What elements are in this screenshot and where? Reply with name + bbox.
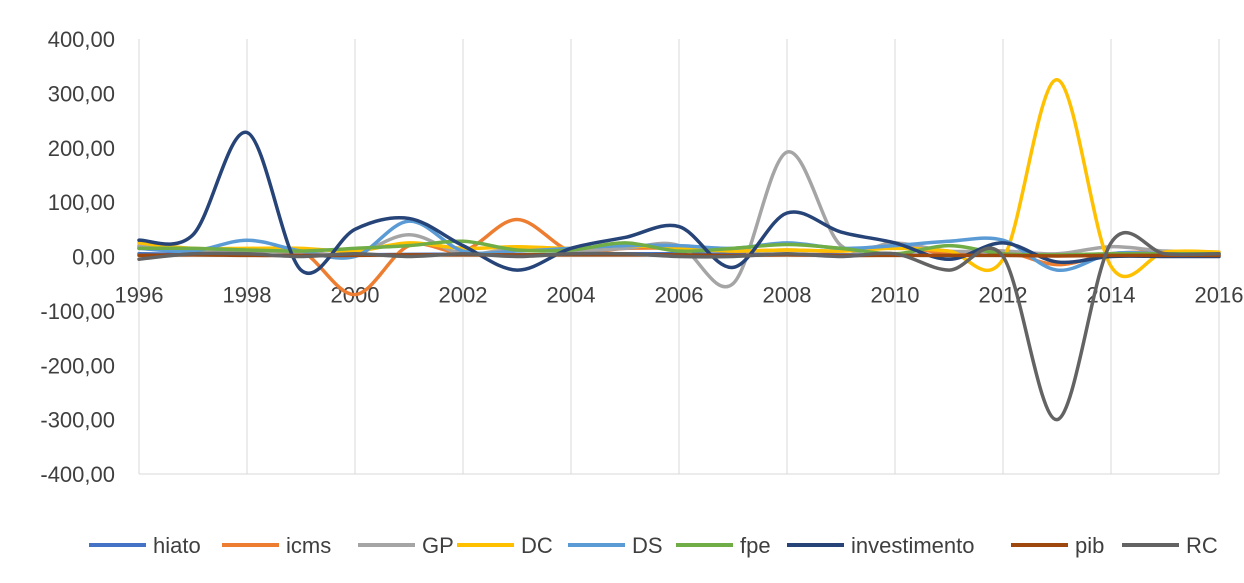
y-tick-label: 400,00 <box>48 27 115 52</box>
series-line-investimento <box>137 130 1221 275</box>
series-line-rc <box>137 230 1221 422</box>
legend-label-investimento: investimento <box>851 533 975 558</box>
series-lines <box>137 78 1221 422</box>
y-tick-label: -100,00 <box>40 299 115 324</box>
x-tick-label: 2008 <box>763 283 812 308</box>
x-tick-label: 2006 <box>655 283 704 308</box>
legend-label-pib: pib <box>1075 533 1104 558</box>
x-tick-label: 1996 <box>115 283 164 308</box>
x-tick-label: 2002 <box>439 283 488 308</box>
legend-label-dc: DC <box>521 533 553 558</box>
y-tick-label: 200,00 <box>48 136 115 161</box>
x-tick-label: 2010 <box>871 283 920 308</box>
legend-label-fpe: fpe <box>740 533 771 558</box>
y-tick-label: 0,00 <box>72 245 115 270</box>
y-tick-label: 100,00 <box>48 190 115 215</box>
y-tick-label: -300,00 <box>40 408 115 433</box>
legend-label-ds: DS <box>632 533 663 558</box>
x-tick-label: 2016 <box>1195 283 1244 308</box>
x-tick-label: 2004 <box>547 283 596 308</box>
x-tick-label: 1998 <box>223 283 272 308</box>
y-tick-label: -200,00 <box>40 353 115 378</box>
legend: hiato icms GP DC DS fpe investimento pib RC <box>89 533 1218 558</box>
legend-label-gp: GP <box>422 533 454 558</box>
legend-label-rc: RC <box>1186 533 1218 558</box>
legend-label-icms: icms <box>286 533 331 558</box>
y-tick-label: 300,00 <box>48 81 115 106</box>
legend-label-hiato: hiato <box>153 533 201 558</box>
y-tick-label: -400,00 <box>40 462 115 487</box>
